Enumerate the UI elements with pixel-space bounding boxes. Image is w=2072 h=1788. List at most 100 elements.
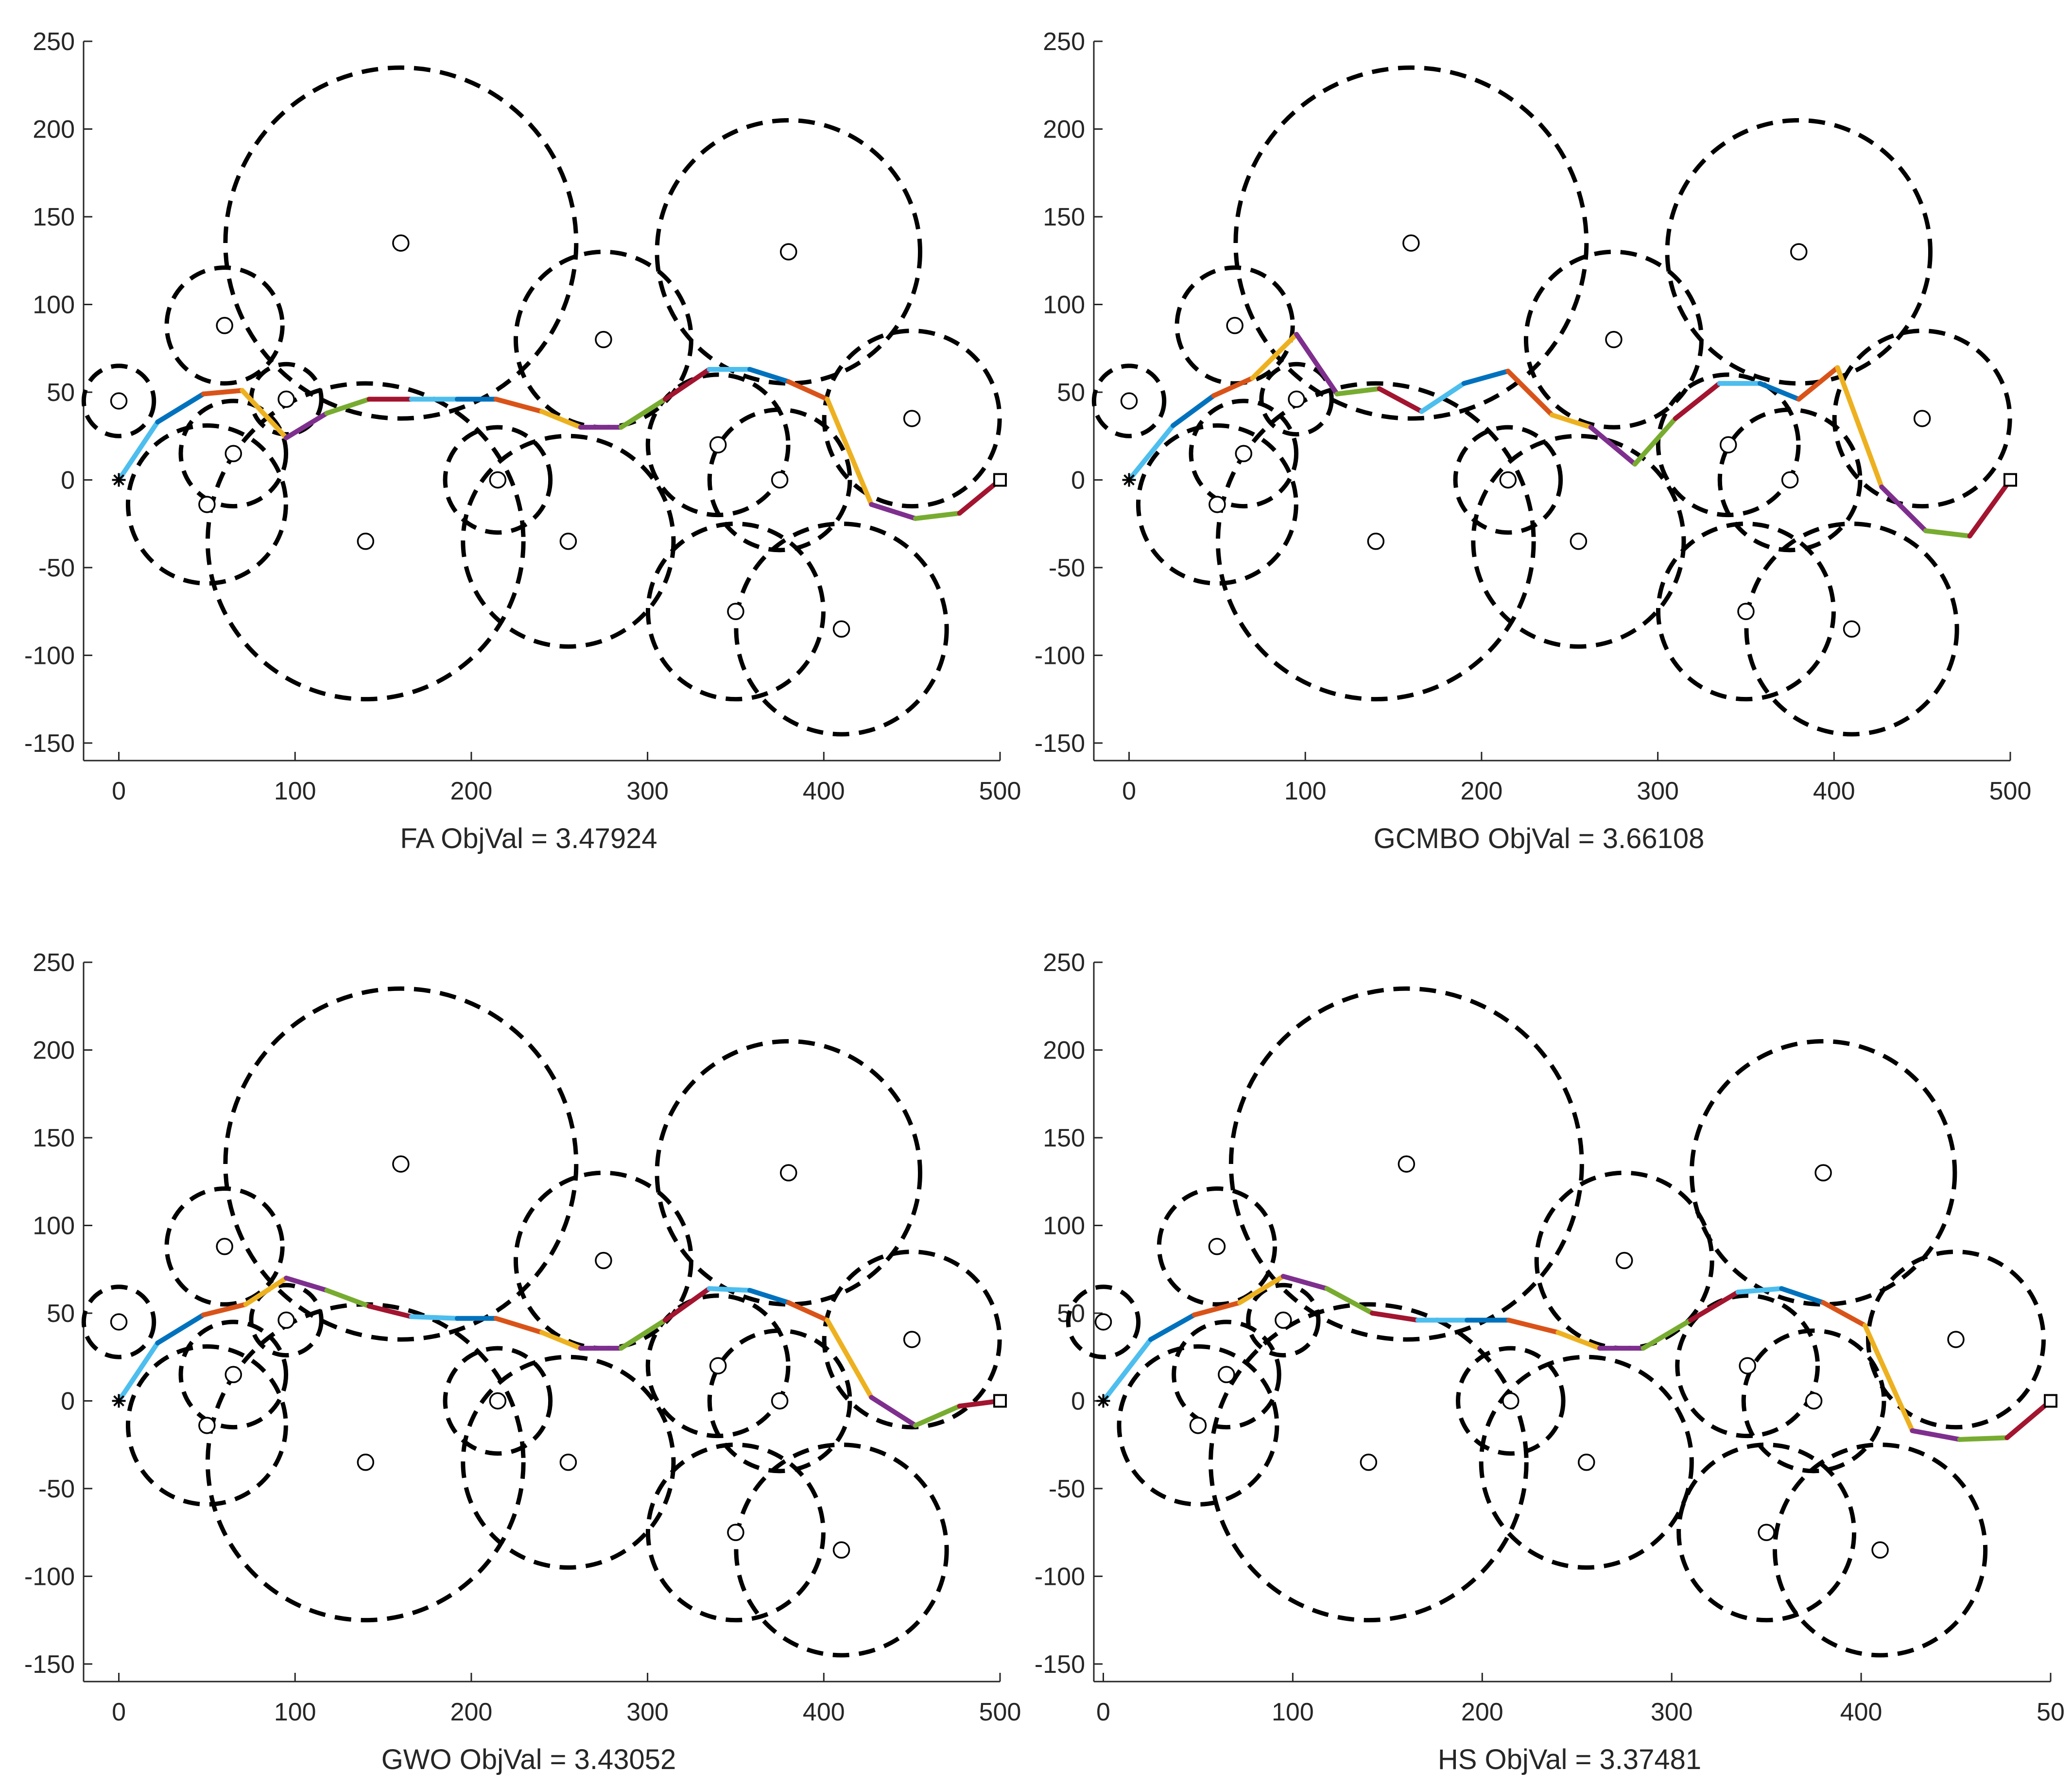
threat-circle	[1717, 407, 1863, 553]
threat-circle	[223, 65, 579, 421]
start-marker-stroke	[113, 1395, 124, 1406]
path-segment	[1796, 365, 1840, 402]
path-segment	[1237, 1274, 1286, 1305]
path-segment	[1419, 381, 1467, 414]
threat-center	[1094, 1313, 1112, 1331]
goal-marker	[993, 1394, 1007, 1408]
threat-center	[1120, 392, 1138, 410]
path-segment	[155, 391, 206, 425]
threat-circle	[1172, 1319, 1281, 1430]
path-segment	[1555, 1330, 1603, 1351]
y-tick-label: 150	[33, 1124, 75, 1152]
threat-circle	[164, 1186, 285, 1307]
y-tick-label: 250	[1043, 28, 1085, 56]
path-segment	[1735, 1286, 1784, 1295]
x-tick-label: 400	[1813, 777, 1855, 805]
y-tick-label: 100	[1043, 291, 1085, 319]
threat-circle	[1259, 362, 1334, 437]
y-tick-label: 200	[1043, 1036, 1085, 1064]
threat-center	[1843, 620, 1861, 638]
path-segment	[747, 367, 791, 384]
threat-center	[224, 445, 242, 463]
threat-center	[357, 1454, 375, 1471]
threat-circle	[734, 521, 949, 737]
threat-circle	[125, 423, 288, 586]
threat-center	[1367, 533, 1385, 550]
threat-center	[1605, 330, 1623, 348]
panel-fa: -150 -100 -50 0 50 100 150 200 250 0 100 200 300 400 5…	[24, 28, 1021, 854]
x-tick-label: 50	[2037, 1698, 2065, 1726]
path-segment	[707, 1286, 752, 1293]
path-segment	[747, 1288, 791, 1305]
x-tick-label: 300	[626, 1698, 669, 1726]
path-segment	[1779, 1286, 1826, 1305]
threat-center	[771, 471, 789, 489]
start-marker	[1122, 473, 1136, 487]
y-tick-label: 150	[33, 203, 75, 231]
path-segment	[201, 388, 245, 397]
path-segment	[243, 1275, 289, 1307]
y-tick-label: 250	[1043, 949, 1085, 977]
threat-center	[1615, 1251, 1633, 1269]
path-segment	[1171, 393, 1216, 428]
threat-center	[198, 496, 216, 513]
threat-circle	[461, 1354, 676, 1570]
panel-gwo: -150 -100 -50 0 50 100 150 200 250 0 100 200 300 400 5…	[24, 949, 1021, 1775]
path-segment	[201, 1302, 248, 1318]
threat-circle	[645, 521, 826, 702]
path-segment	[409, 1314, 460, 1321]
y-tick-label: 250	[33, 949, 75, 977]
path-segment	[619, 397, 668, 430]
path-segment	[1324, 1286, 1375, 1316]
panel-title: HS ObjVal = 3.37481	[1438, 1744, 1701, 1775]
y-tick-label: 50	[47, 379, 75, 407]
threat-center	[216, 1238, 233, 1255]
threat-center	[1781, 471, 1799, 489]
path-segment	[493, 1316, 544, 1335]
threat-circle	[1656, 521, 1836, 702]
path-segment	[1640, 1318, 1693, 1351]
threat-center	[1398, 1155, 1416, 1173]
path-segment	[1334, 386, 1382, 397]
path-segment	[284, 411, 329, 440]
path-segment	[1505, 368, 1554, 417]
x-tick-label: 0	[1122, 777, 1136, 805]
threat-center	[224, 1366, 242, 1384]
x-tick-label: 100	[274, 777, 316, 805]
path-segment	[1632, 416, 1678, 467]
threat-center	[780, 1164, 797, 1181]
threat-circle	[645, 1442, 826, 1623]
y-tick-label: 100	[1043, 1212, 1085, 1240]
threat-center	[1208, 1238, 1226, 1255]
threat-circle	[1453, 425, 1563, 535]
y-tick-label: 50	[47, 1300, 75, 1328]
path-segment	[1862, 1323, 1915, 1433]
start-marker-stroke	[1098, 1395, 1109, 1406]
threat-center	[771, 1392, 789, 1410]
threat-center	[1737, 603, 1755, 620]
path-segment	[1588, 425, 1638, 467]
x-tick-label: 200	[450, 777, 493, 805]
x-tick-label: 0	[1096, 1698, 1110, 1726]
x-tick-label: 500	[1989, 777, 2032, 805]
path-segment	[324, 1288, 372, 1309]
threat-center	[1758, 1524, 1775, 1541]
panel-title: GCMBO ObjVal = 3.66108	[1374, 823, 1705, 854]
threat-center	[780, 243, 797, 260]
x-tick-label: 400	[803, 1698, 845, 1726]
threat-circle	[443, 1346, 553, 1456]
path-segment	[366, 1303, 414, 1319]
x-tick-label: 500	[979, 777, 1021, 805]
threat-circle	[822, 1250, 1002, 1430]
threat-circle	[1215, 381, 1536, 702]
start-marker	[1096, 1394, 1110, 1408]
path-segment	[1923, 528, 1972, 538]
path-segment	[284, 1275, 329, 1293]
threat-circle	[1689, 1039, 1957, 1307]
y-tick-label: -50	[38, 1475, 75, 1503]
path-segment	[1211, 376, 1255, 399]
path-segment	[1191, 1300, 1243, 1318]
path-segment	[1879, 484, 1928, 534]
y-tick-label: -100	[24, 1562, 75, 1591]
